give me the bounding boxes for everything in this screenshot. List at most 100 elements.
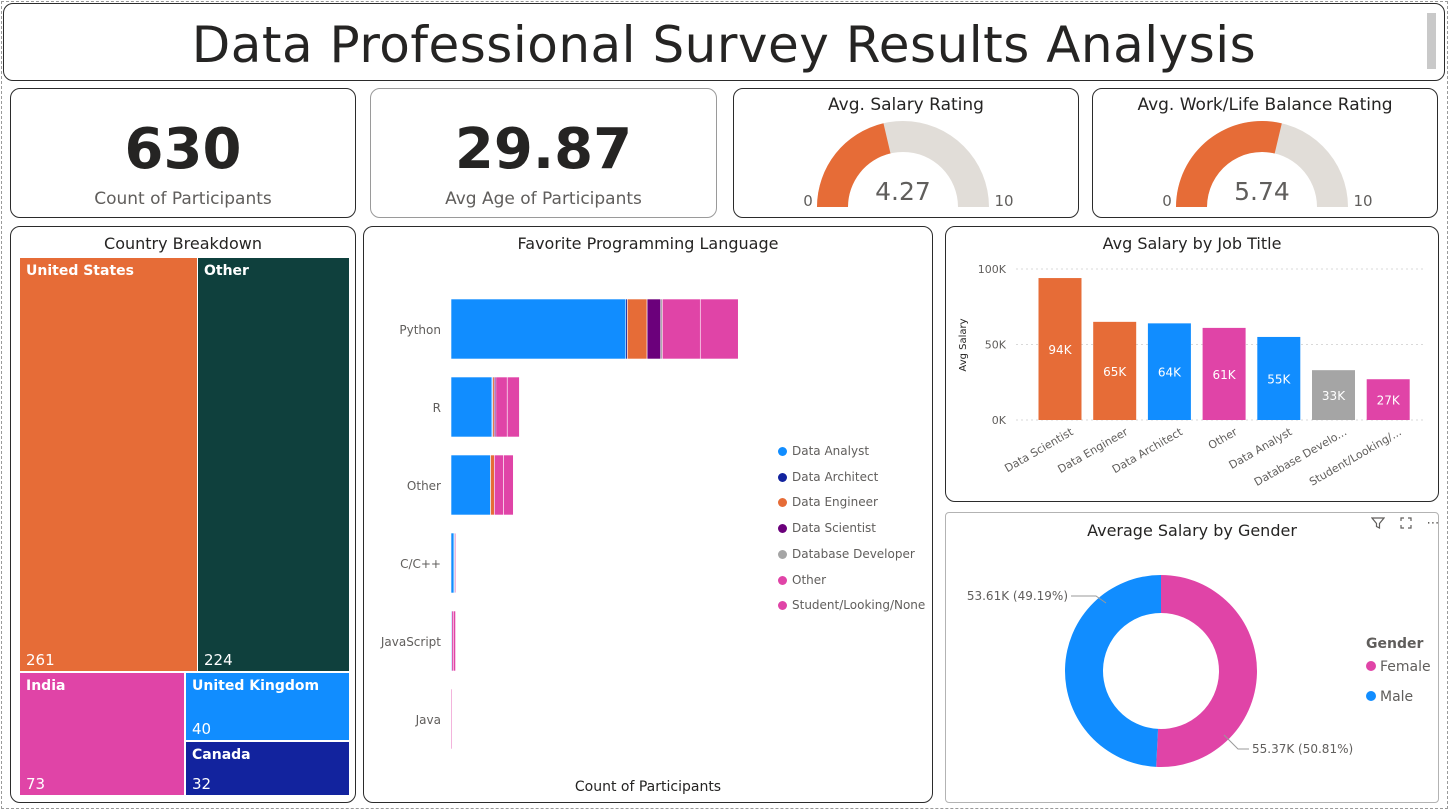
- salary-job-chart-card[interactable]: Avg Salary by Job Title 0K 50K 100K Avg Sal…: [945, 226, 1439, 502]
- gender-chart-svg: 53.61K (49.19%) 55.37K (50.81%) Gender Fema…: [967, 575, 1431, 767]
- gauge-svg: 0 10 4.27: [803, 121, 1014, 210]
- legend-item[interactable]: Data Architect: [778, 470, 878, 484]
- focus-mode-icon[interactable]: [1398, 516, 1414, 532]
- legend-label: Data Engineer: [792, 495, 878, 510]
- kpi-age-label: Avg Age of Participants: [445, 189, 642, 209]
- bar-segment[interactable]: [503, 454, 514, 516]
- bar-segment[interactable]: [452, 610, 456, 672]
- y-axis-title: Avg Salary: [958, 318, 969, 371]
- bar[interactable]: [1147, 323, 1191, 420]
- more-options-icon[interactable]: ⋯: [1426, 516, 1440, 531]
- legend-swatch: [1366, 691, 1376, 701]
- y-tick-label: 0K: [992, 414, 1007, 427]
- legend-item[interactable]: Data Scientist: [778, 521, 876, 535]
- gauge-value-label: 4.27: [875, 177, 931, 206]
- bar-segment[interactable]: [454, 532, 457, 594]
- legend-label: Student/Looking/None: [792, 598, 926, 613]
- gauge-min-label: 0: [803, 192, 813, 210]
- bar-segment[interactable]: [450, 454, 491, 516]
- data-label: 53.61K (49.19%): [967, 589, 1068, 603]
- data-label: 55K: [1267, 372, 1291, 386]
- treemap-cell-other[interactable]: Other 224: [198, 258, 349, 671]
- legend-item[interactable]: Database Developer: [778, 547, 915, 561]
- gauge-card-worklife-rating[interactable]: Avg. Work/Life Balance Rating 0 10 5.74: [1092, 88, 1438, 218]
- gauge-card-salary-rating[interactable]: Avg. Salary Rating 0 10 4.27: [733, 88, 1079, 218]
- title-card: Data Professional Survey Results Analysi…: [3, 3, 1445, 81]
- bar-segment[interactable]: [506, 376, 520, 438]
- bar-segment[interactable]: [450, 298, 627, 360]
- gauge-title: Avg. Work/Life Balance Rating: [1137, 95, 1393, 115]
- language-chart-card[interactable]: Favorite Programming Language Python R Oth…: [363, 226, 933, 803]
- legend-label[interactable]: Female: [1380, 659, 1431, 675]
- data-label: 64K: [1158, 366, 1182, 380]
- page-title: Data Professional Survey Results Analysi…: [191, 16, 1257, 74]
- data-label: 65K: [1103, 365, 1127, 379]
- bar[interactable]: [1093, 321, 1137, 420]
- country-treemap-card[interactable]: Country Breakdown United States 261 Othe…: [10, 226, 356, 803]
- bar-segment[interactable]: [699, 298, 739, 360]
- y-tick-label: R: [433, 401, 441, 415]
- treemap-cell-united-states[interactable]: United States 261: [20, 258, 197, 671]
- treemap-cell-name: Other: [204, 263, 249, 279]
- x-tick-label: Student/Looking/...: [1307, 425, 1404, 488]
- treemap-cell-value: 73: [26, 775, 46, 793]
- treemap-cell-canada[interactable]: Canada 32: [186, 742, 349, 795]
- bar-segment[interactable]: [490, 454, 495, 516]
- data-label: 27K: [1377, 394, 1401, 408]
- kpi-card-count[interactable]: 630 Count of Participants: [10, 88, 356, 218]
- gender-chart-title: Average Salary by Gender: [1087, 521, 1297, 540]
- treemap-cell-value: 32: [192, 775, 212, 793]
- donut-slice[interactable]: [1156, 575, 1257, 767]
- kpi-card-age[interactable]: 29.87 Avg Age of Participants: [370, 88, 717, 218]
- bar-segment[interactable]: [450, 376, 493, 438]
- treemap-cell-value: 224: [204, 651, 233, 669]
- bar-segment[interactable]: [495, 376, 508, 438]
- legend-swatch: [778, 575, 787, 585]
- treemap-cell-united-kingdom[interactable]: United Kingdom 40: [186, 673, 349, 740]
- bar[interactable]: [1202, 327, 1246, 420]
- donut-slice[interactable]: [1065, 575, 1161, 767]
- gauge-title: Avg. Salary Rating: [828, 95, 984, 115]
- treemap-cell-value: 261: [26, 651, 55, 669]
- legend-swatch: [1366, 661, 1376, 671]
- bar-segment[interactable]: [450, 532, 455, 594]
- y-tick-label: 50K: [985, 339, 1007, 352]
- y-tick-label: 100K: [978, 263, 1007, 276]
- treemap-cell-india[interactable]: India 73: [20, 673, 184, 795]
- legend-item[interactable]: Student/Looking/None: [778, 598, 925, 612]
- scrollbar-thumb[interactable]: [1427, 13, 1436, 69]
- bar-segment[interactable]: [627, 298, 648, 360]
- kpi-age-value: 29.87: [454, 117, 633, 182]
- gender-chart-card[interactable]: Average Salary by Gender 53.61K (49.19%)…: [945, 512, 1439, 803]
- y-tick-label: Python: [399, 323, 441, 337]
- legend-item[interactable]: Data Engineer: [778, 495, 878, 509]
- legend-label[interactable]: Male: [1380, 689, 1413, 705]
- filter-icon[interactable]: [1370, 516, 1386, 532]
- bar[interactable]: [1366, 379, 1410, 420]
- language-x-axis-title: Count of Participants: [574, 779, 722, 795]
- data-label: 61K: [1213, 368, 1237, 382]
- bar[interactable]: [1038, 278, 1082, 420]
- treemap-cell-value: 40: [192, 720, 212, 738]
- x-tick-label: Database Develo...: [1252, 425, 1349, 489]
- legend-item[interactable]: Data Analyst: [778, 444, 869, 458]
- bar[interactable]: [1257, 336, 1301, 420]
- bar-segment[interactable]: [494, 454, 504, 516]
- bar-segment[interactable]: [661, 298, 701, 360]
- data-label: 55.37K (50.81%): [1252, 742, 1353, 756]
- gauge-fill: [1176, 120, 1282, 207]
- legend-label: Data Architect: [792, 469, 879, 484]
- bar-segment[interactable]: [450, 688, 453, 750]
- legend-swatch: [778, 472, 787, 482]
- legend-swatch: [778, 549, 787, 559]
- legend-swatch: [778, 498, 787, 508]
- legend-swatch: [778, 601, 787, 611]
- bar-segment[interactable]: [646, 298, 662, 360]
- gauge-max-label: 10: [1353, 192, 1372, 210]
- bar[interactable]: [1312, 370, 1355, 420]
- legend-item[interactable]: Other: [778, 573, 826, 587]
- x-tick-label: Other: [1206, 425, 1240, 452]
- treemap-cell-name: Canada: [192, 747, 251, 763]
